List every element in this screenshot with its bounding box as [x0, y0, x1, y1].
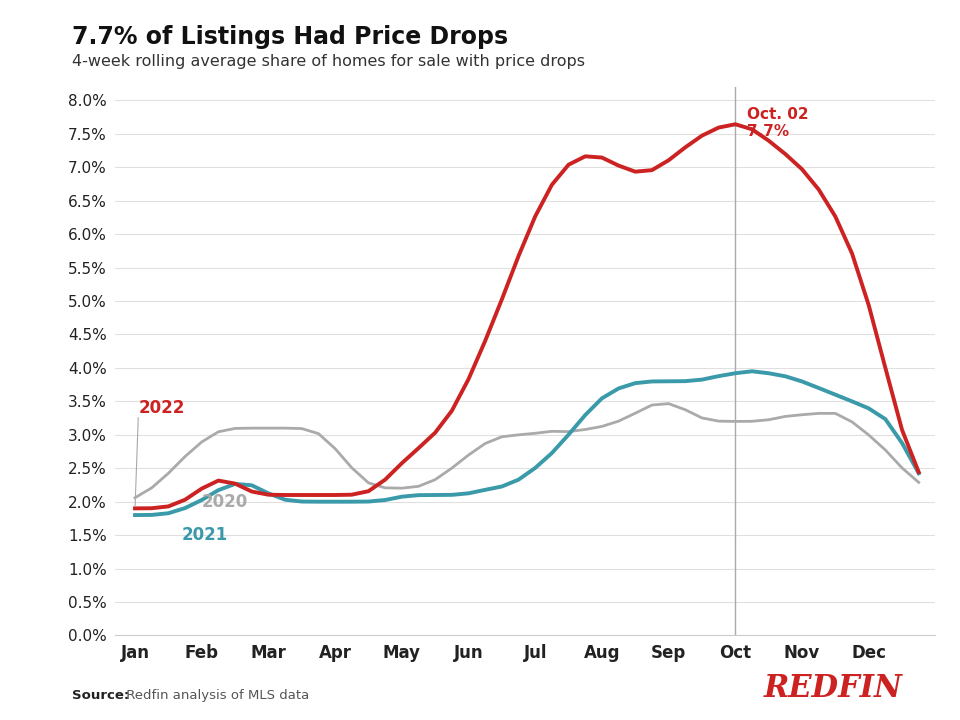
- Text: 4-week rolling average share of homes for sale with price drops: 4-week rolling average share of homes fo…: [72, 54, 585, 69]
- Text: Oct. 02
7.7%: Oct. 02 7.7%: [747, 107, 809, 140]
- Text: 2022: 2022: [138, 399, 184, 417]
- Text: 2020: 2020: [202, 492, 248, 510]
- Text: 7.7% of Listings Had Price Drops: 7.7% of Listings Had Price Drops: [72, 25, 508, 49]
- Text: Source:: Source:: [72, 689, 130, 702]
- Text: Redfin analysis of MLS data: Redfin analysis of MLS data: [122, 689, 309, 702]
- Text: 2021: 2021: [181, 526, 228, 544]
- Text: REDFIN: REDFIN: [763, 673, 902, 704]
